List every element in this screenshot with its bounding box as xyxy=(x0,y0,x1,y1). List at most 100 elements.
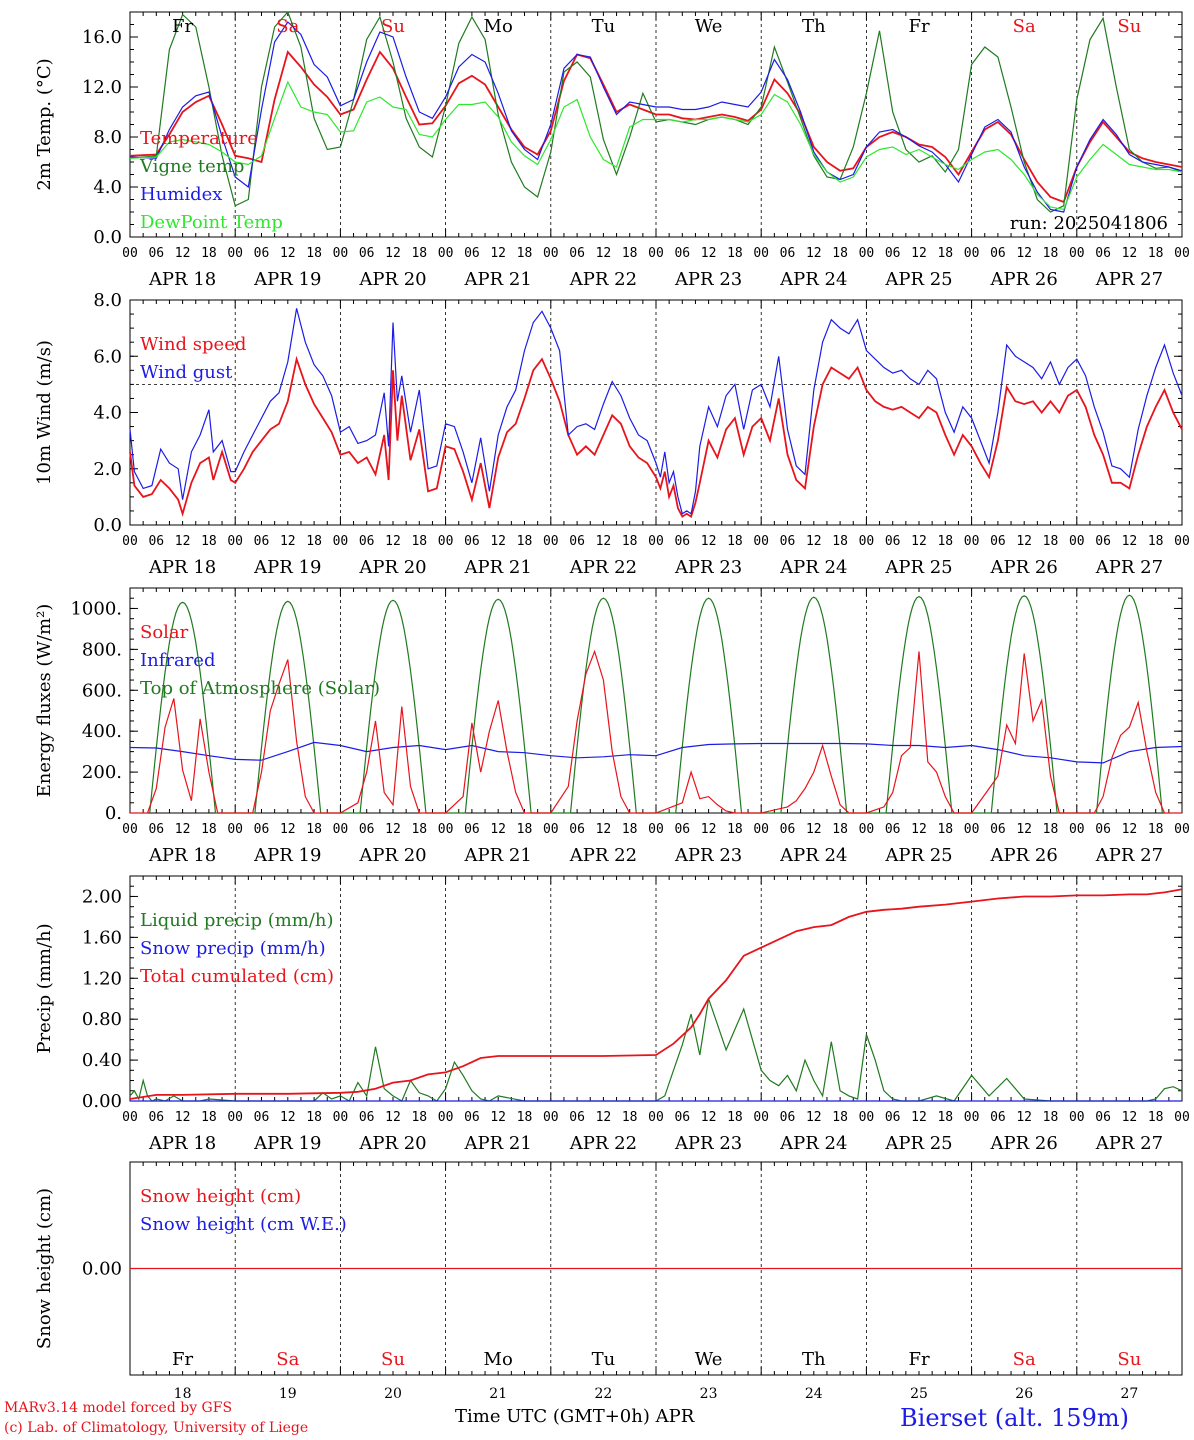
date-number: 21 xyxy=(489,1386,507,1402)
x-hour-label: 12 xyxy=(701,1110,717,1125)
x-hour-label: 12 xyxy=(385,534,401,549)
weekday-label-top: Th xyxy=(802,16,826,37)
x-hour-label: 00 xyxy=(1069,1110,1085,1125)
x-hour-label: 00 xyxy=(1174,246,1190,261)
legend-entry: Snow height (cm W.E.) xyxy=(140,1214,347,1235)
x-day-label: APR 24 xyxy=(779,845,847,866)
x-hour-label: 12 xyxy=(911,1110,927,1125)
x-hour-label: 12 xyxy=(806,246,822,261)
x-hour-label: 00 xyxy=(227,822,243,837)
x-hour-label: 06 xyxy=(359,246,375,261)
x-hour-label: 06 xyxy=(569,534,585,549)
x-hour-label: 18 xyxy=(517,246,533,261)
x-day-label: APR 22 xyxy=(569,557,637,578)
x-hour-label: 12 xyxy=(280,246,296,261)
y-tick-label: 0.40 xyxy=(82,1050,122,1071)
x-hour-label: 12 xyxy=(175,246,191,261)
x-hour-label: 12 xyxy=(175,1110,191,1125)
x-hour-label: 00 xyxy=(227,246,243,261)
weekday-label-top: Tu xyxy=(592,16,616,37)
date-number: 20 xyxy=(384,1386,402,1402)
weekday-label-top: Sa xyxy=(276,16,299,37)
x-hour-label: 00 xyxy=(753,246,769,261)
x-hour-label: 06 xyxy=(464,246,480,261)
x-hour-label: 00 xyxy=(753,822,769,837)
y-tick-label: 6.0 xyxy=(93,346,122,367)
x-hour-label: 00 xyxy=(333,534,349,549)
weekday-label-bottom: Sa xyxy=(276,1349,299,1370)
x-hour-label: 06 xyxy=(359,534,375,549)
x-day-label: APR 20 xyxy=(358,557,426,578)
x-hour-label: 06 xyxy=(1095,1110,1111,1125)
x-hour-label: 18 xyxy=(622,246,638,261)
bottom-axis-title: Time UTC (GMT+0h) APR xyxy=(455,1406,695,1427)
legend-entry: Vigne temp xyxy=(139,156,244,177)
x-hour-label: 12 xyxy=(175,534,191,549)
x-hour-label: 18 xyxy=(727,534,743,549)
x-hour-label: 00 xyxy=(543,246,559,261)
x-day-label: APR 21 xyxy=(464,1133,532,1154)
series-infrared xyxy=(129,741,1183,764)
y-axis-label: 2m Temp. (°C) xyxy=(34,58,55,190)
x-hour-label: 06 xyxy=(780,534,796,549)
weekday-label-bottom: Fr xyxy=(172,1349,193,1370)
x-hour-label: 18 xyxy=(306,822,322,837)
x-day-label: APR 27 xyxy=(1095,557,1163,578)
x-hour-label: 06 xyxy=(990,1110,1006,1125)
x-hour-label: 06 xyxy=(148,246,164,261)
x-hour-label: 06 xyxy=(359,1110,375,1125)
x-hour-label: 18 xyxy=(306,246,322,261)
y-axis-label: Precip (mm/h) xyxy=(34,923,55,1053)
weekday-label-top: Su xyxy=(381,16,405,37)
date-number: 27 xyxy=(1120,1386,1138,1402)
series-wind-speed xyxy=(129,355,1183,518)
y-tick-label: 0.0 xyxy=(93,227,122,248)
x-hour-label: 18 xyxy=(411,822,427,837)
x-hour-label: 06 xyxy=(254,822,270,837)
x-day-label: APR 20 xyxy=(358,845,426,866)
x-day-label: APR 18 xyxy=(148,845,216,866)
x-hour-label: 06 xyxy=(569,246,585,261)
y-tick-label: 8.0 xyxy=(93,127,122,148)
x-day-label: APR 25 xyxy=(884,1133,952,1154)
x-hour-label: 18 xyxy=(622,822,638,837)
x-hour-label: 18 xyxy=(517,534,533,549)
x-hour-label: 06 xyxy=(674,534,690,549)
x-hour-label: 06 xyxy=(780,246,796,261)
x-hour-label: 18 xyxy=(1043,822,1059,837)
series-dewpoint-temp xyxy=(129,80,1183,211)
weekday-label-bottom: We xyxy=(695,1349,723,1370)
x-day-label: APR 26 xyxy=(990,1133,1058,1154)
legend-entry: Infrared xyxy=(140,650,215,671)
x-hour-label: 18 xyxy=(937,1110,953,1125)
y-axis-label: Energy fluxes (W/m²) xyxy=(34,604,55,798)
y-tick-label: 12.0 xyxy=(82,77,122,98)
x-hour-label: 06 xyxy=(1095,822,1111,837)
y-tick-label: 1.60 xyxy=(82,927,122,948)
x-hour-label: 06 xyxy=(990,822,1006,837)
x-hour-label: 06 xyxy=(464,534,480,549)
legend-entry: Snow precip (mm/h) xyxy=(140,938,326,959)
x-day-label: APR 19 xyxy=(253,269,321,290)
x-hour-label: 12 xyxy=(490,822,506,837)
x-hour-label: 06 xyxy=(254,246,270,261)
x-day-label: APR 22 xyxy=(569,1133,637,1154)
x-day-label: APR 27 xyxy=(1095,269,1163,290)
legend-entry: DewPoint Temp xyxy=(140,212,283,233)
x-day-label: APR 25 xyxy=(884,269,952,290)
x-hour-label: 18 xyxy=(517,1110,533,1125)
x-hour-label: 12 xyxy=(490,1110,506,1125)
x-hour-label: 00 xyxy=(1069,246,1085,261)
x-hour-label: 12 xyxy=(701,246,717,261)
x-hour-label: 12 xyxy=(175,822,191,837)
x-hour-label: 00 xyxy=(122,246,138,261)
x-hour-label: 12 xyxy=(1016,822,1032,837)
y-tick-label: 8.0 xyxy=(93,290,122,311)
panel-frame-0 xyxy=(129,11,1183,238)
x-hour-label: 18 xyxy=(1148,534,1164,549)
date-number: 19 xyxy=(279,1386,297,1402)
y-tick-label: 0.00 xyxy=(82,1259,122,1280)
x-day-label: APR 18 xyxy=(148,1133,216,1154)
y-tick-label: 16.0 xyxy=(82,27,122,48)
x-hour-label: 18 xyxy=(1043,246,1059,261)
